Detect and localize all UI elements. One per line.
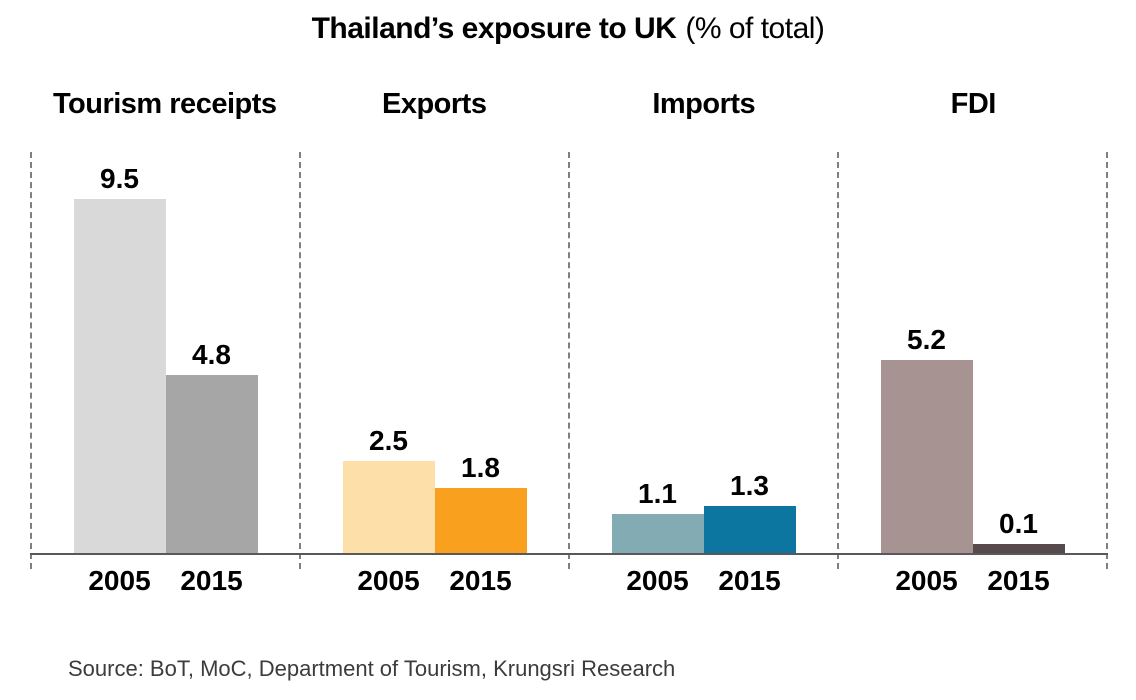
plot-area: 9.5 2005 4.8 2015 2.5 2005 1.8 2015 [30, 152, 1108, 595]
year-label: 2005 [626, 565, 689, 596]
chart-panel-fdi: 5.2 2005 0.1 2015 [837, 152, 1108, 595]
year-label: 2005 [357, 565, 420, 596]
bar-col-2005: 9.5 2005 [73, 162, 166, 595]
bar-group: 2.5 2005 1.8 2015 [342, 425, 527, 595]
source-text: Source: BoT, MoC, Department of Tourism,… [68, 656, 676, 681]
bar-col-2015: 1.8 2015 [434, 451, 527, 595]
panel-header-fdi: FDI [950, 88, 997, 120]
bar-col-2005: 5.2 2005 [880, 324, 973, 595]
bar-value-label: 1.1 [638, 477, 677, 509]
bar-value-label: 1.8 [461, 451, 500, 483]
bar-col-2015: 0.1 2015 [972, 508, 1065, 595]
year-label: 2005 [895, 565, 958, 596]
chart-panel-imports: 1.1 2005 1.3 2015 [568, 152, 837, 595]
bar-exports-2005 [342, 461, 435, 555]
panel-header-exports: Exports [382, 88, 487, 120]
bar-tourism-2005 [73, 198, 166, 555]
year-label: 2005 [88, 565, 151, 596]
bar-fdi-2005 [880, 360, 973, 555]
page-title: Thailand’s exposure to UK (% of total) [0, 12, 1136, 46]
page-title-main: Thailand’s exposure to UK [311, 12, 677, 45]
panel-header-imports: Imports [652, 88, 756, 120]
year-label: 2015 [718, 565, 781, 596]
bar-tourism-2015 [165, 375, 258, 555]
bar-value-label: 2.5 [369, 425, 408, 457]
bar-group: 9.5 2005 4.8 2015 [73, 162, 258, 595]
bar-value-label: 1.3 [730, 470, 769, 502]
bar-col-2005: 1.1 2005 [611, 477, 704, 595]
bar-group: 1.1 2005 1.3 2015 [611, 470, 796, 595]
bar-value-label: 5.2 [907, 324, 946, 355]
bar-col-2015: 4.8 2015 [165, 339, 258, 595]
panel-header-row: Tourism receipts Exports Imports FDI [30, 88, 1108, 121]
bar-value-label: 9.5 [100, 162, 139, 194]
panel-header-tourism: Tourism receipts [52, 88, 277, 120]
page-title-suffix: (% of total) [685, 12, 825, 45]
bar-imports-2005 [611, 513, 704, 555]
x-axis-line [30, 553, 1108, 555]
bar-value-label: 4.8 [192, 339, 231, 370]
bar-group: 5.2 2005 0.1 2015 [880, 324, 1065, 595]
chart-panel-exports: 2.5 2005 1.8 2015 [299, 152, 568, 595]
year-label: 2015 [449, 565, 512, 596]
bar-fdi-2015 [972, 544, 1065, 555]
year-label: 2015 [180, 565, 243, 596]
year-label: 2015 [987, 565, 1050, 596]
bar-col-2005: 2.5 2005 [342, 425, 435, 595]
bar-imports-2015 [703, 506, 796, 555]
chart-panel-tourism: 9.5 2005 4.8 2015 [30, 152, 299, 595]
bar-col-2015: 1.3 2015 [703, 470, 796, 595]
bar-value-label: 0.1 [999, 508, 1038, 539]
bar-exports-2015 [434, 487, 527, 555]
